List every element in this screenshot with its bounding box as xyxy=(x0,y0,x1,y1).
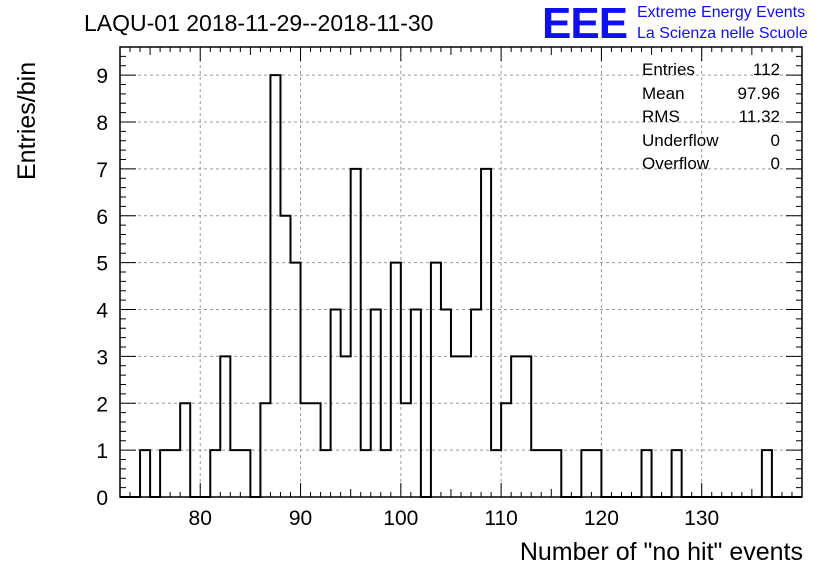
stat-value: 97.96 xyxy=(737,83,780,103)
histogram-bin xyxy=(170,450,180,497)
histogram-bin xyxy=(521,356,531,497)
histogram-bin xyxy=(591,450,601,497)
histogram-bin xyxy=(140,450,150,497)
histogram-bin xyxy=(511,356,521,497)
stat-value: 11.32 xyxy=(738,107,780,126)
x-tick-label: 130 xyxy=(684,507,719,530)
histogram-bin xyxy=(551,450,561,497)
histogram-bin xyxy=(491,450,501,497)
x-tick-label: 110 xyxy=(484,507,517,530)
histogram-bin xyxy=(220,356,230,497)
y-tick-label: 0 xyxy=(96,487,108,510)
histogram-bin xyxy=(391,263,401,497)
stat-row-mean: Mean 97.96 xyxy=(642,82,780,106)
histogram-bin xyxy=(471,310,481,498)
histogram-bin xyxy=(260,403,270,497)
histogram-bin xyxy=(481,169,491,497)
histogram-bin xyxy=(361,450,371,497)
x-tick-label: 80 xyxy=(189,507,212,530)
y-tick-label: 1 xyxy=(96,440,108,463)
stat-name: Mean xyxy=(642,83,685,103)
stat-row-rms: RMS 11.32 xyxy=(642,105,780,129)
histogram-bin xyxy=(581,450,591,497)
histogram-bin xyxy=(210,450,220,497)
stat-name: Underflow xyxy=(642,130,719,150)
histogram-bin xyxy=(541,450,551,497)
x-tick-label: 120 xyxy=(584,507,619,530)
y-tick-label: 6 xyxy=(96,206,108,229)
y-tick-label: 9 xyxy=(96,65,108,88)
histogram-bin xyxy=(321,450,331,497)
stat-name: Entries xyxy=(642,60,695,79)
stats-box: Entries 112 Mean 97.96 RMS 11.32 Underfl… xyxy=(642,58,780,176)
histogram-bin xyxy=(291,263,301,497)
histogram-bin xyxy=(180,403,190,497)
histogram-bin xyxy=(280,216,290,497)
histogram-bin xyxy=(270,75,280,497)
histogram-bin xyxy=(351,169,361,497)
logo-text-line1: Extreme Energy Events xyxy=(637,4,806,21)
chart-title: LAQU-01 2018-11-29--2018-11-30 xyxy=(84,10,434,36)
histogram-bin xyxy=(371,310,381,498)
y-tick-label: 8 xyxy=(96,112,108,135)
y-tick-label: 4 xyxy=(96,300,108,323)
eee-logo-mark: EEE xyxy=(542,0,628,48)
stat-value: 0 xyxy=(770,154,780,173)
histogram-bin xyxy=(240,450,250,497)
histogram-bin xyxy=(642,450,652,497)
histogram-bin xyxy=(501,403,511,497)
histogram-bin xyxy=(762,450,772,497)
histogram-bin xyxy=(381,450,391,497)
x-tick-label: 90 xyxy=(289,507,312,530)
stat-row-overflow: Overflow 0 xyxy=(642,152,780,176)
y-tick-label: 2 xyxy=(96,393,108,416)
histogram-bin xyxy=(230,450,240,497)
stat-row-underflow: Underflow 0 xyxy=(642,129,780,153)
histogram-bin xyxy=(461,356,471,497)
stat-row-entries: Entries 112 xyxy=(642,58,780,82)
stat-name: Overflow xyxy=(642,154,710,173)
stat-name: RMS xyxy=(642,107,680,126)
logo-text-line2: La Scienza nelle Scuole xyxy=(637,25,808,42)
stat-value: 112 xyxy=(752,60,780,79)
y-tick-label: 5 xyxy=(96,253,108,276)
x-tick-label: 100 xyxy=(383,507,418,530)
histogram-bin xyxy=(451,356,461,497)
histogram-bin xyxy=(431,263,441,497)
histogram-bin xyxy=(341,356,351,497)
histogram-bin xyxy=(160,450,170,497)
histogram-bin xyxy=(401,403,411,497)
histogram-bin xyxy=(531,450,541,497)
histogram-bin xyxy=(672,450,682,497)
x-axis-label: Number of "no hit" events xyxy=(519,538,803,566)
histogram-bin xyxy=(311,403,321,497)
histogram-bin xyxy=(441,310,451,498)
y-tick-label: 3 xyxy=(96,346,108,369)
histogram-bin xyxy=(411,310,421,498)
histogram-bin xyxy=(331,310,341,498)
stat-value: 0 xyxy=(770,130,780,150)
histogram-bin xyxy=(301,403,311,497)
y-tick-label: 7 xyxy=(96,159,108,182)
